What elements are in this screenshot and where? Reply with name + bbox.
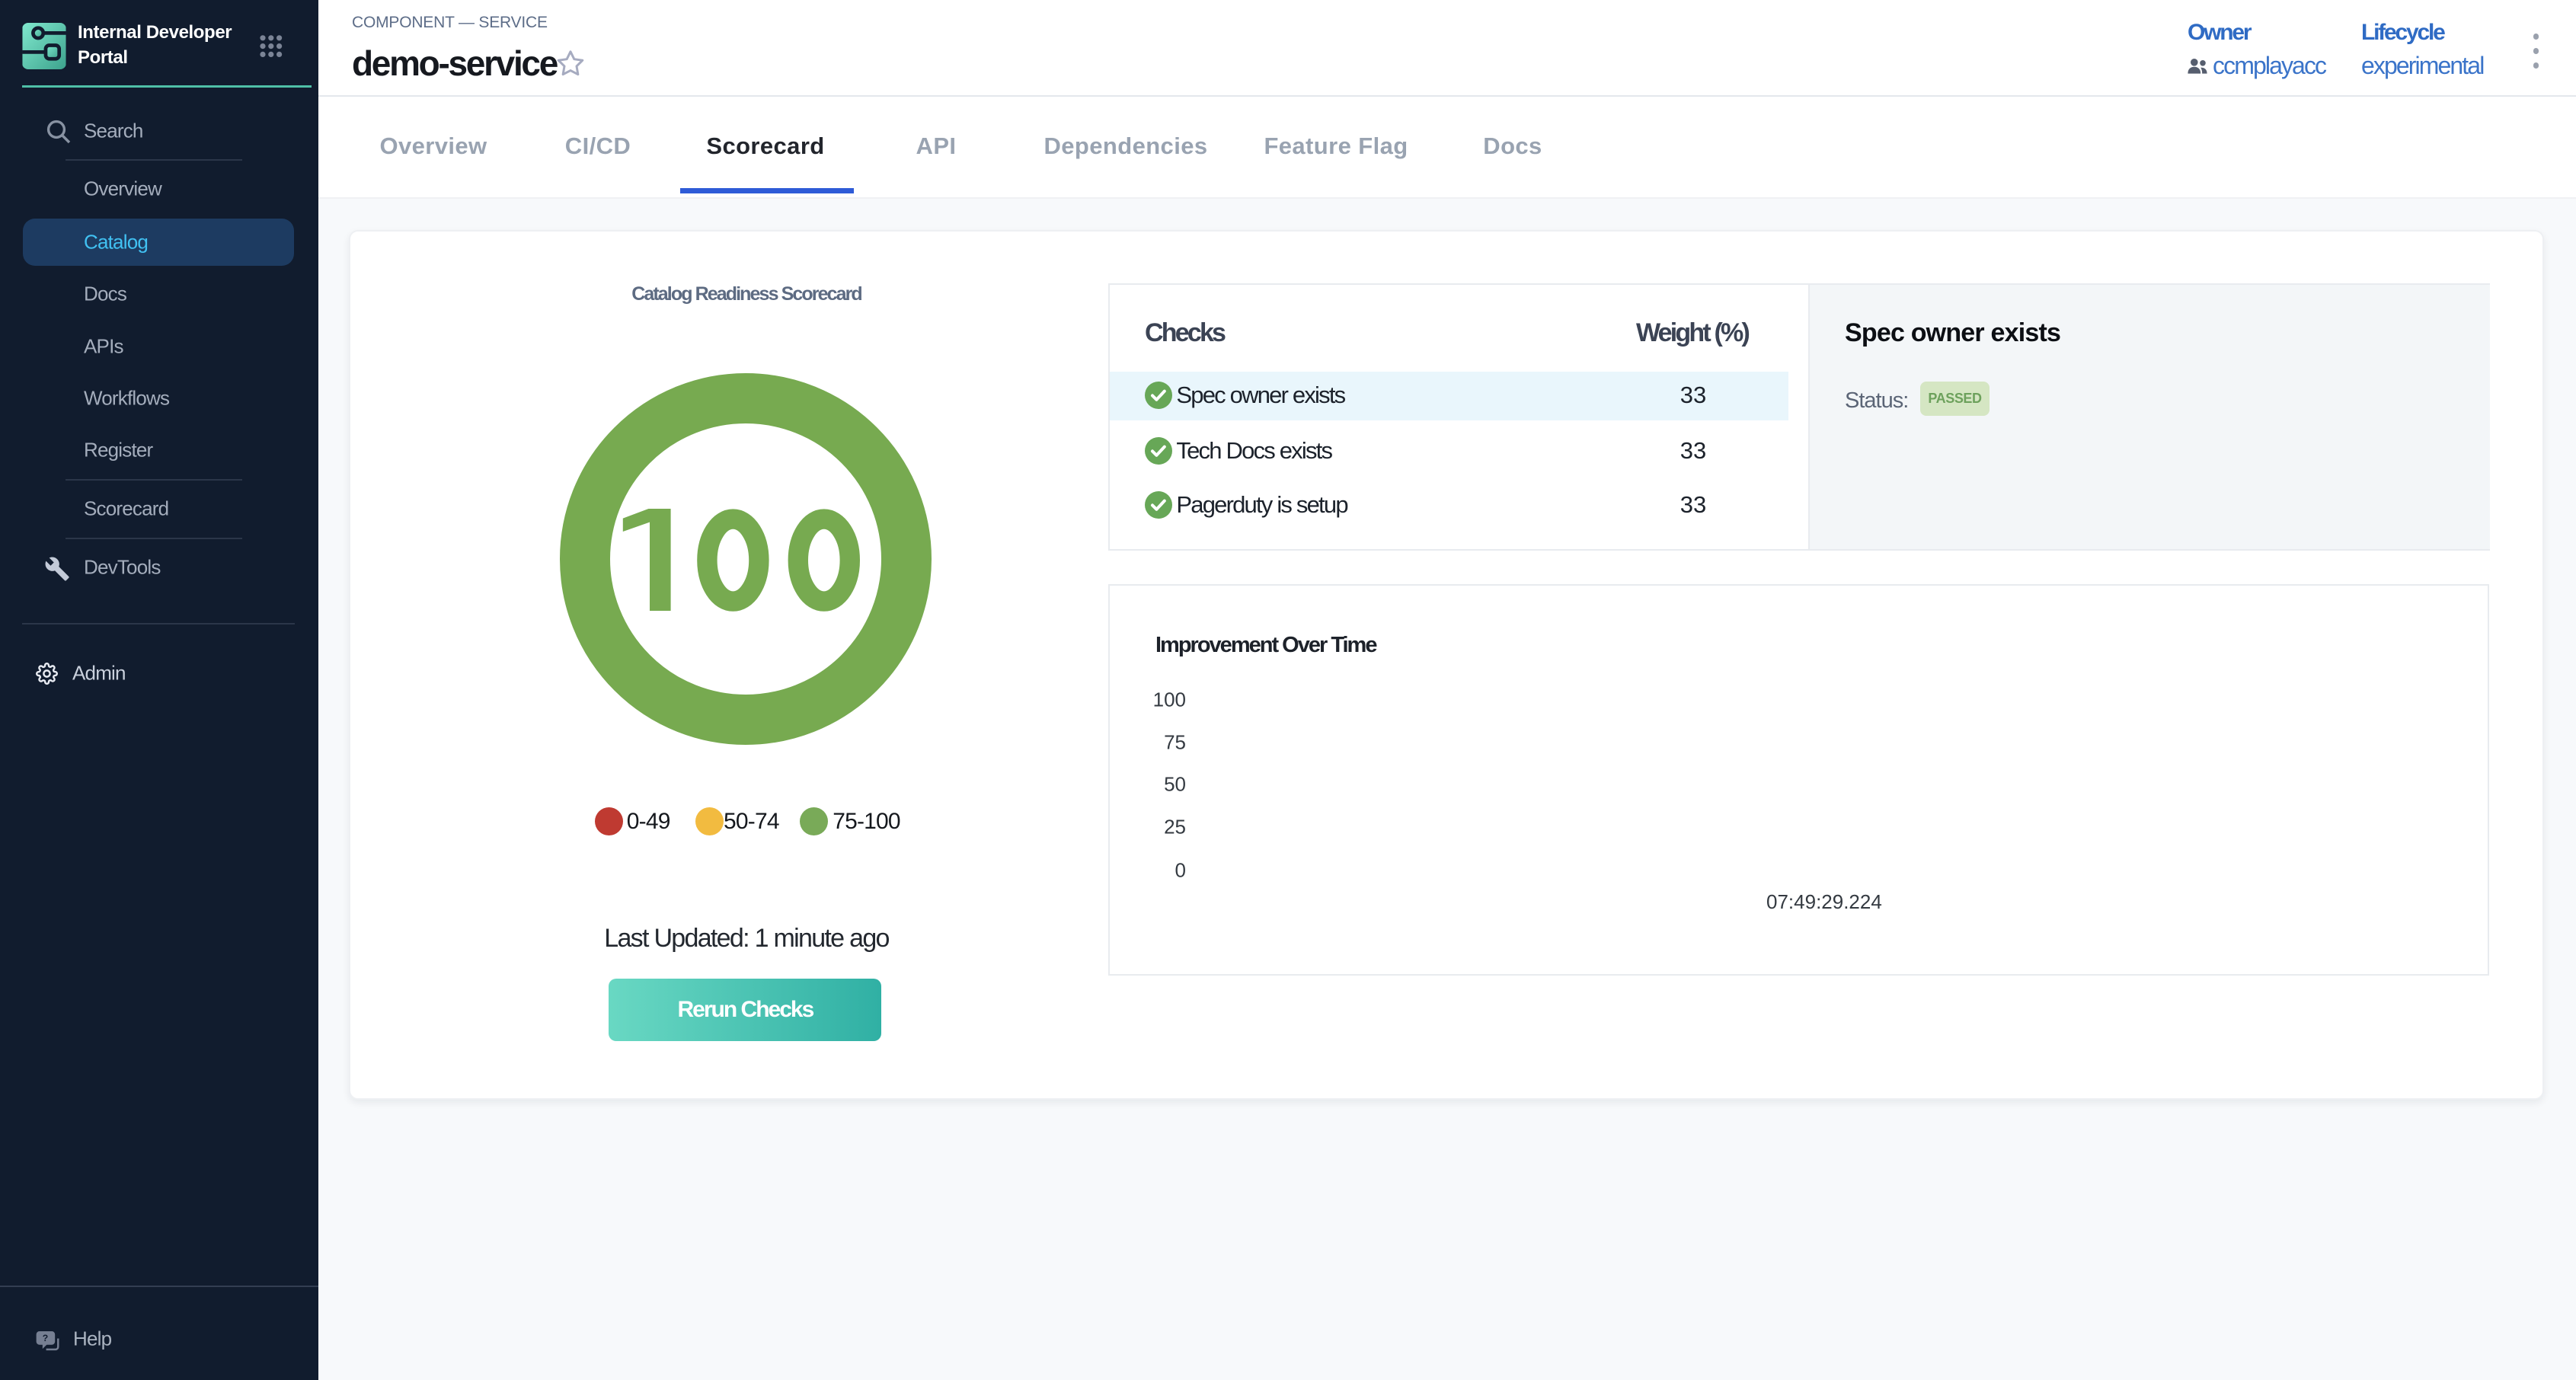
svg-text:?: ? — [43, 1333, 49, 1343]
